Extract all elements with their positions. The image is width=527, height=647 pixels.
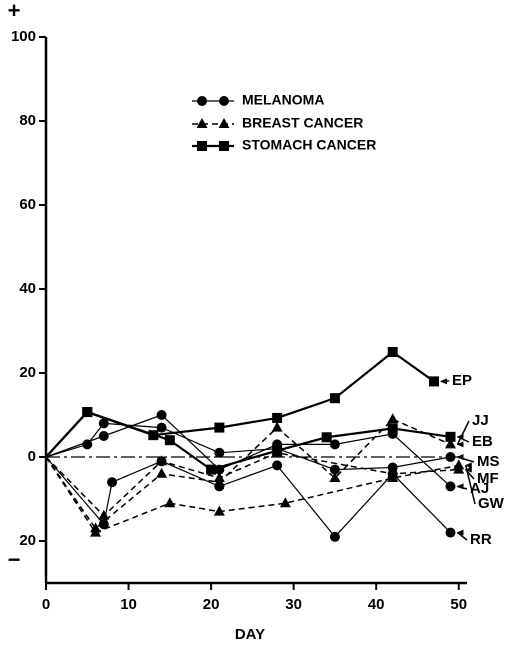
label-arrowhead (456, 433, 464, 440)
y-tick-label: 100 (11, 28, 36, 45)
x-tick-label: 0 (42, 596, 50, 613)
data-point (445, 481, 456, 492)
x-tick-label: 20 (203, 596, 220, 613)
legend-marker (218, 118, 230, 128)
data-point (279, 497, 291, 508)
label-arrowhead (456, 454, 464, 460)
y-plus-sign: + (8, 0, 21, 23)
legend-label: STOMACH CANCER (242, 137, 376, 153)
data-point (445, 452, 456, 462)
data-point (214, 422, 225, 433)
data-point (214, 481, 225, 492)
series-label: JJ (472, 412, 489, 429)
label-arrowhead (456, 529, 464, 536)
x-axis-label: DAY (235, 626, 265, 643)
x-tick-label: 10 (120, 596, 137, 613)
data-point (272, 439, 283, 450)
data-point (213, 472, 225, 482)
legend-marker (219, 141, 229, 151)
y-tick-label: 0 (28, 448, 36, 465)
data-point (272, 412, 283, 423)
data-point (387, 428, 398, 439)
data-point (329, 393, 340, 404)
data-point (98, 509, 110, 520)
data-point (156, 467, 168, 478)
data-point (82, 439, 93, 450)
y-minus-sign: − (8, 547, 21, 572)
data-point (445, 431, 456, 442)
label-arrow (456, 420, 470, 445)
data-point (428, 376, 439, 387)
legend-label: BREAST CANCER (242, 115, 363, 131)
data-point (329, 531, 340, 542)
data-point (329, 464, 340, 475)
x-tick-label: 30 (285, 596, 302, 613)
label-arrowhead (464, 466, 472, 473)
data-point (444, 438, 456, 449)
series-label: EB (472, 433, 493, 450)
y-tick-label: 20 (19, 532, 36, 549)
data-point (98, 519, 109, 530)
data-point (214, 464, 225, 475)
data-point (98, 431, 109, 441)
data-point (272, 460, 283, 471)
data-point (387, 468, 398, 479)
label-arrowhead (439, 378, 447, 385)
data-point (387, 413, 399, 424)
data-point (156, 422, 167, 433)
series-label: GW (478, 495, 505, 512)
x-tick-label: 40 (368, 596, 385, 613)
data-point (329, 439, 340, 450)
series-label: MS (477, 453, 500, 470)
data-point (321, 432, 332, 443)
data-point (329, 472, 341, 482)
data-point (156, 410, 167, 420)
data-point (271, 421, 283, 432)
data-point (107, 477, 118, 488)
label-arrow (457, 532, 468, 541)
label-arrow (465, 465, 476, 505)
y-tick-label: 20 (19, 364, 36, 381)
y-tick-label: 60 (19, 196, 36, 213)
series-line (45, 414, 451, 487)
y-tick-label: 40 (19, 280, 36, 297)
data-point (156, 456, 167, 467)
x-tick-label: 50 (450, 596, 467, 613)
legend-marker (197, 96, 207, 106)
legend-marker (219, 96, 229, 106)
legend-marker (197, 141, 207, 151)
data-point (445, 527, 456, 538)
data-point (387, 347, 398, 357)
series-line (45, 350, 435, 458)
data-point (213, 505, 225, 516)
series-label: RR (470, 531, 492, 548)
label-arrowhead (456, 483, 464, 490)
series-label: AJ (470, 480, 489, 497)
series-line (45, 410, 451, 471)
series-label: MF (477, 470, 499, 487)
data-point (453, 459, 465, 470)
data-point (164, 435, 175, 446)
legend-label: MELANOMA (242, 92, 324, 108)
data-point (164, 497, 176, 508)
data-point (98, 418, 109, 429)
data-point (387, 423, 398, 434)
legend-marker (196, 118, 208, 128)
data-point (214, 447, 225, 458)
series-label: EP (452, 372, 472, 389)
data-point (82, 407, 93, 418)
label-arrowhead (464, 462, 472, 469)
data-point (206, 464, 217, 475)
label-arrowhead (456, 441, 464, 448)
y-tick-label: 80 (19, 112, 36, 129)
data-point (90, 526, 102, 537)
data-point (271, 446, 283, 457)
